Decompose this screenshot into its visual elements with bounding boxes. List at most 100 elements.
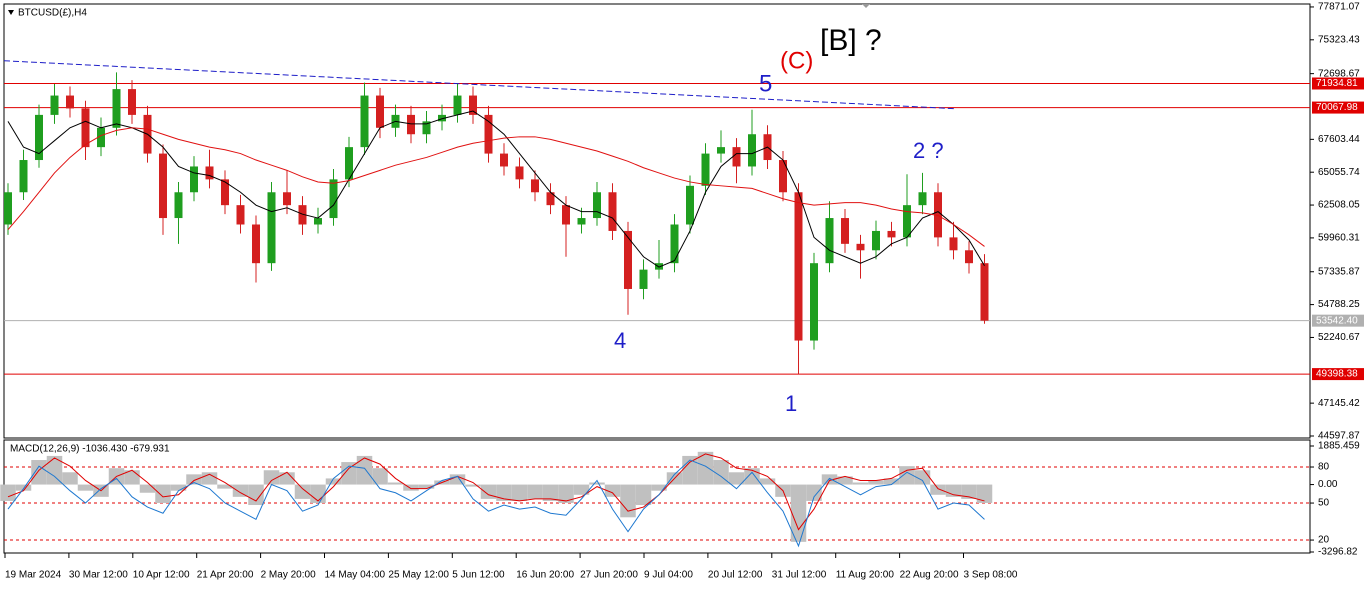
macd-title: MACD(12,26,9) -1036.430 -679.931 [10, 444, 170, 455]
candle-body [190, 166, 198, 193]
candle-body [345, 147, 353, 180]
macd-bar [713, 460, 729, 485]
price-label: 53542.40 [1316, 315, 1358, 326]
candle-body [872, 230, 880, 251]
x-tick-label: 20 Jul 12:00 [708, 570, 763, 581]
shift-marker [862, 4, 870, 8]
macd-line [7, 459, 985, 548]
y-tick-label: 59960.31 [1318, 233, 1360, 244]
candle-body [252, 224, 260, 264]
candle-body [283, 192, 291, 206]
y-tick-label: 44597.87 [1318, 431, 1360, 442]
x-tick-label: 10 Apr 12:00 [133, 570, 190, 581]
wave-label: [B] ? [820, 24, 882, 57]
candle-body [35, 114, 43, 161]
price-label-box [1312, 314, 1364, 327]
macd-bar [62, 472, 78, 485]
x-tick-label: 19 Mar 2024 [5, 570, 62, 581]
candle-body [159, 153, 167, 219]
macd-bar [372, 468, 388, 485]
macd-bar [341, 462, 357, 485]
wave-label: 5 [759, 70, 772, 97]
candle-body [469, 95, 477, 115]
candle-body [887, 230, 896, 238]
macd-bar [852, 482, 869, 485]
y-tick-label: 77871.07 [1318, 2, 1360, 13]
macd-bar [930, 484, 946, 495]
macd-bar [697, 451, 714, 485]
x-tick-label: 22 Aug 20:00 [900, 570, 959, 581]
candle-body [97, 127, 105, 148]
candle-body [50, 95, 59, 115]
macd-bar [806, 484, 822, 501]
candle-body [128, 89, 136, 115]
candle-body [934, 192, 942, 238]
macd-bar [542, 484, 559, 501]
macd-bar [651, 484, 667, 491]
macd-bar [418, 484, 435, 489]
x-tick-label: 30 Mar 12:00 [69, 570, 128, 581]
price-label-box [1312, 77, 1364, 90]
moving-average [7, 110, 985, 268]
wave-label: 2 ? [913, 138, 944, 163]
candle-body [174, 192, 183, 219]
candle-body [825, 218, 834, 264]
y-tick-label: 47145.42 [1318, 398, 1360, 409]
candle-body [221, 179, 229, 206]
y-tick-label: 57335.87 [1318, 266, 1360, 277]
macd-bar [589, 482, 605, 485]
y-tick-label: 54788.25 [1318, 299, 1360, 310]
candle-body [670, 224, 679, 264]
candle-body [608, 192, 617, 231]
chart-title: BTCUSD(£),H4 [18, 8, 87, 19]
y-tick-label: 65055.74 [1318, 167, 1360, 178]
macd-bar [527, 484, 543, 499]
y-tick-label: 80 [1318, 462, 1330, 473]
y-tick-label: 52240.67 [1318, 332, 1360, 343]
trendline [3, 60, 956, 110]
candle-body [500, 153, 508, 167]
candle-body [562, 205, 570, 225]
candle-body [717, 147, 725, 154]
macd-bar [46, 455, 63, 485]
candle-body [360, 95, 369, 148]
x-tick-label: 9 Jul 04:00 [644, 570, 693, 581]
macd-bar [961, 484, 977, 499]
candle-body [531, 179, 539, 193]
macd-bar [325, 478, 342, 485]
macd-bar [899, 466, 915, 485]
macd-bar [0, 484, 16, 501]
candle-body [701, 153, 710, 186]
macd-bar [558, 484, 574, 503]
candle-body [903, 205, 911, 238]
macd-bar [232, 484, 249, 497]
x-tick-label: 5 Jun 12:00 [452, 570, 505, 581]
y-tick-label: 20 [1318, 535, 1330, 546]
candle-body [4, 192, 12, 225]
y-tick-label: 50 [1318, 498, 1330, 509]
macd-bar [31, 460, 47, 485]
macd-bar [837, 476, 853, 485]
x-tick-label: 3 Sep 08:00 [964, 570, 1018, 581]
y-tick-label: 75323.43 [1318, 34, 1360, 45]
macd-bar [310, 484, 326, 503]
candle-body [19, 160, 28, 193]
y-tick-label: 0.00 [1318, 479, 1338, 490]
candle-body [205, 166, 214, 180]
y-tick-label: -3296.82 [1318, 547, 1358, 558]
macd-bar [790, 484, 807, 542]
candle-body [515, 166, 524, 180]
y-tick-label: 72698.67 [1318, 68, 1360, 79]
x-tick-label: 31 Jul 12:00 [772, 570, 827, 581]
candle-body [732, 147, 741, 167]
x-tick-label: 25 May 12:00 [388, 570, 449, 581]
collapse-arrow[interactable] [8, 10, 14, 15]
y-tick-label: 62508.05 [1318, 200, 1360, 211]
candle-body [624, 230, 632, 289]
macd-bar [155, 484, 171, 503]
macd-bar [186, 474, 202, 485]
macd-bar [759, 478, 776, 485]
x-tick-label: 14 May 04:00 [325, 570, 386, 581]
